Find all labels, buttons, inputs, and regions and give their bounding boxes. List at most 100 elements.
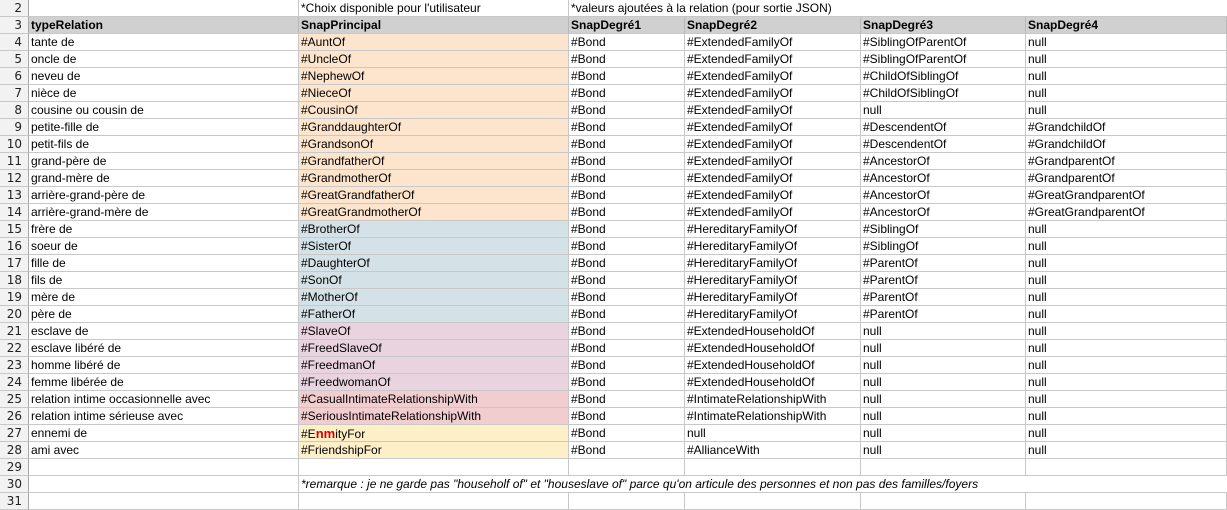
cell-snapdegre1[interactable]: #Bond xyxy=(569,340,685,357)
cell-typerelation[interactable]: tante de xyxy=(29,34,299,51)
cell-snapprincipal[interactable]: #SisterOf xyxy=(299,238,569,255)
row-header[interactable]: 16 xyxy=(0,238,29,255)
cell-snapdegre2[interactable]: #HereditaryFamilyOf xyxy=(685,221,861,238)
cell-typerelation[interactable]: homme libéré de xyxy=(29,357,299,374)
row-header[interactable]: 17 xyxy=(0,255,29,272)
cell-snapdegre3[interactable]: #DescendentOf xyxy=(861,119,1026,136)
cell-snapdegre3[interactable]: null xyxy=(861,442,1026,459)
cell-snapdegre4[interactable]: null xyxy=(1026,357,1227,374)
table-row[interactable]: 14 arrière-grand-mère de #GreatGrandmother… xyxy=(0,204,1227,221)
cell-snapdegre1[interactable]: #Bond xyxy=(569,374,685,391)
cell-snapdegre1[interactable]: #Bond xyxy=(569,119,685,136)
cell-typerelation[interactable]: frère de xyxy=(29,221,299,238)
cell-snapdegre3[interactable]: null xyxy=(861,102,1026,119)
cell-snapdegre2[interactable]: #AllianceWith xyxy=(685,442,861,459)
cell-snapdegre2[interactable]: #ExtendedFamilyOf xyxy=(685,119,861,136)
table-row[interactable]: 21 esclave de #SlaveOf #Bond #ExtendedHouseh… xyxy=(0,323,1227,340)
cell-snapdegre2[interactable]: #ExtendedFamilyOf xyxy=(685,187,861,204)
cell-typerelation[interactable]: esclave de xyxy=(29,323,299,340)
table-row[interactable]: 18 fils de #SonOf #Bond #HereditaryFamilyOf #… xyxy=(0,272,1227,289)
table-row[interactable]: 8 cousine ou cousin de #CousinOf #Bond #Exte… xyxy=(0,102,1227,119)
cell-empty[interactable] xyxy=(29,493,299,510)
cell-snapdegre1[interactable]: #Bond xyxy=(569,238,685,255)
cell-snapdegre4[interactable]: #GrandparentOf xyxy=(1026,170,1227,187)
sheet-row[interactable]: 31 xyxy=(0,493,1227,510)
cell-snapdegre1[interactable]: #Bond xyxy=(569,442,685,459)
cell-empty[interactable] xyxy=(685,459,861,476)
cell-snapdegre3[interactable]: #AncestorOf xyxy=(861,170,1026,187)
cell-snapdegre4[interactable]: #GreatGrandparentOf xyxy=(1026,187,1227,204)
row-header[interactable]: 21 xyxy=(0,323,29,340)
note-user-choice[interactable]: *Choix disponible pour l'utilisateur xyxy=(299,0,569,17)
cell-snapdegre2[interactable]: #ExtendedFamilyOf xyxy=(685,85,861,102)
cell-typerelation[interactable]: fils de xyxy=(29,272,299,289)
cell-snapdegre4[interactable]: null xyxy=(1026,408,1227,425)
cell-snapdegre2[interactable]: #IntimateRelationshipWith xyxy=(685,408,861,425)
cell-typerelation[interactable]: nièce de xyxy=(29,85,299,102)
cell-snapdegre2[interactable]: #ExtendedHouseholdOf xyxy=(685,340,861,357)
cell-typerelation[interactable]: petite-fille de xyxy=(29,119,299,136)
cell-typerelation[interactable]: ami avec xyxy=(29,442,299,459)
cell-snapdegre2[interactable]: #ExtendedFamilyOf xyxy=(685,51,861,68)
cell-snapdegre4[interactable]: null xyxy=(1026,323,1227,340)
table-row[interactable]: 17 fille de #DaughterOf #Bond #HereditaryFam… xyxy=(0,255,1227,272)
cell-snapprincipal[interactable]: #DaughterOf xyxy=(299,255,569,272)
row-header[interactable]: 28 xyxy=(0,442,29,459)
table-row[interactable]: 6 neveu de #NephewOf #Bond #ExtendedFamilyOf… xyxy=(0,68,1227,85)
cell-typerelation[interactable]: arrière-grand-mère de xyxy=(29,204,299,221)
cell-snapdegre3[interactable]: #ChildOfSiblingOf xyxy=(861,85,1026,102)
cell-typerelation[interactable]: grand-mère de xyxy=(29,170,299,187)
table-row[interactable]: 10 petit-fils de #GrandsonOf #Bond #Extended… xyxy=(0,136,1227,153)
cell-snapprincipal[interactable]: #GrandfatherOf xyxy=(299,153,569,170)
cell-snapdegre3[interactable]: #SiblingOf xyxy=(861,221,1026,238)
cell-snapdegre1[interactable]: #Bond xyxy=(569,306,685,323)
row-header[interactable]: 22 xyxy=(0,340,29,357)
cell-snapdegre4[interactable]: null xyxy=(1026,238,1227,255)
cell-snapprincipal[interactable]: #FatherOf xyxy=(299,306,569,323)
cell-snapdegre1[interactable]: #Bond xyxy=(569,153,685,170)
row-header[interactable]: 13 xyxy=(0,187,29,204)
cell-snapdegre2[interactable]: #HereditaryFamilyOf xyxy=(685,289,861,306)
cell-snapprincipal[interactable]: #AuntOf xyxy=(299,34,569,51)
cell-typerelation[interactable]: soeur de xyxy=(29,238,299,255)
cell-typerelation[interactable]: relation intime sérieuse avec xyxy=(29,408,299,425)
table-row[interactable]: 27 ennemi de #EnmityFor #Bond null null null xyxy=(0,425,1227,442)
table-row[interactable]: 25 relation intime occasionnelle avec #Cas… xyxy=(0,391,1227,408)
table-row[interactable]: 22 esclave libéré de #FreedSlaveOf #Bond #Ex… xyxy=(0,340,1227,357)
cell-snapdegre2[interactable]: #ExtendedFamilyOf xyxy=(685,34,861,51)
remark-cell[interactable]: *remarque : je ne garde pas "householf o… xyxy=(299,476,1227,493)
cell-snapdegre3[interactable]: #ChildOfSiblingOf xyxy=(861,68,1026,85)
cell-snapdegre4[interactable]: null xyxy=(1026,306,1227,323)
cell-empty[interactable] xyxy=(685,493,861,510)
cell-snapdegre3[interactable]: null xyxy=(861,323,1026,340)
cell-snapdegre2[interactable]: #ExtendedHouseholdOf xyxy=(685,323,861,340)
cell-snapdegre2[interactable]: #ExtendedFamilyOf xyxy=(685,204,861,221)
cell-snapdegre2[interactable]: null xyxy=(685,425,861,442)
header-snapdegre3[interactable]: SnapDegré3 xyxy=(861,17,1026,34)
row-header[interactable]: 27 xyxy=(0,425,29,442)
cell-snapdegre4[interactable]: null xyxy=(1026,289,1227,306)
cell-snapdegre4[interactable]: null xyxy=(1026,340,1227,357)
cell-snapprincipal[interactable]: #FriendshipFor xyxy=(299,442,569,459)
cell-snapprincipal[interactable]: #SeriousIntimateRelationshipWith xyxy=(299,408,569,425)
cell-snapprincipal[interactable]: #BrotherOf xyxy=(299,221,569,238)
row-header[interactable]: 6 xyxy=(0,68,29,85)
cell-typerelation[interactable]: cousine ou cousin de xyxy=(29,102,299,119)
row-header[interactable]: 29 xyxy=(0,459,29,476)
cell-empty[interactable] xyxy=(299,493,569,510)
cell-snapdegre2[interactable]: #HereditaryFamilyOf xyxy=(685,272,861,289)
cell-snapprincipal[interactable]: #MotherOf xyxy=(299,289,569,306)
row-header[interactable]: 12 xyxy=(0,170,29,187)
cell-snapdegre3[interactable]: #ParentOf xyxy=(861,306,1026,323)
table-row[interactable]: 24 femme libérée de #FreedwomanOf #Bond #Ext… xyxy=(0,374,1227,391)
row-header[interactable]: 3 xyxy=(0,17,29,34)
cell-empty[interactable] xyxy=(299,459,569,476)
cell-snapprincipal[interactable]: #GreatGrandmotherOf xyxy=(299,204,569,221)
cell-typerelation[interactable]: neveu de xyxy=(29,68,299,85)
cell-snapprincipal[interactable]: #CousinOf xyxy=(299,102,569,119)
cell-snapprincipal[interactable]: #FreedSlaveOf xyxy=(299,340,569,357)
cell-snapdegre3[interactable]: #AncestorOf xyxy=(861,204,1026,221)
cell-snapdegre2[interactable]: #HereditaryFamilyOf xyxy=(685,255,861,272)
row-header[interactable]: 8 xyxy=(0,102,29,119)
